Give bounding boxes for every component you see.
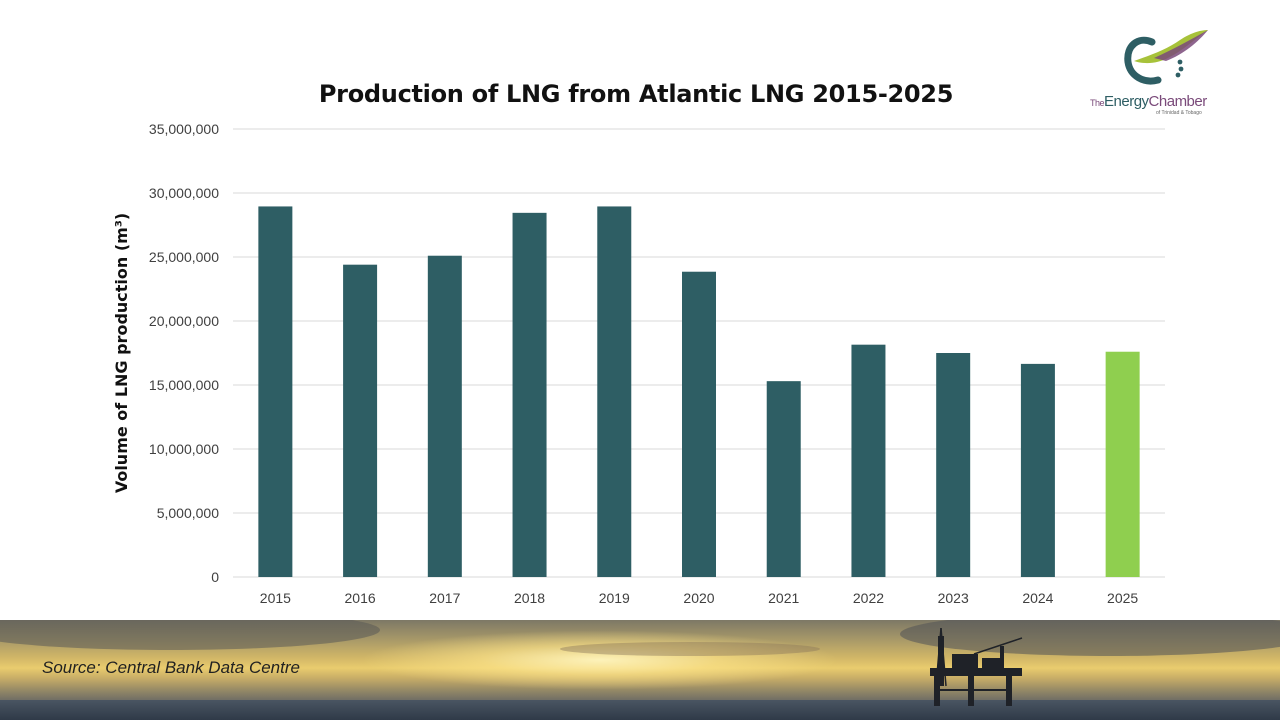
bar-2021 xyxy=(766,381,801,577)
y-tick-label: 10,000,000 xyxy=(149,441,219,457)
source-note: Source: Central Bank Data Centre xyxy=(42,658,300,677)
y-tick-label: 20,000,000 xyxy=(149,313,219,329)
bar-chart: 0 5,000,000 10,000,000 15,000,000 20,000,000… xyxy=(112,121,1165,606)
x-tick-label: 2019 xyxy=(599,590,630,606)
y-axis-ticks: 0 5,000,000 10,000,000 15,000,000 20,000,000… xyxy=(149,121,219,585)
y-tick-label: 5,000,000 xyxy=(157,505,219,521)
x-tick-label: 2016 xyxy=(345,590,376,606)
logo-the: The xyxy=(1090,98,1105,108)
y-tick-label: 30,000,000 xyxy=(149,185,219,201)
logo-chamber: Chamber xyxy=(1148,93,1208,110)
y-tick-label: 25,000,000 xyxy=(149,249,219,265)
bar-2016 xyxy=(343,264,378,577)
y-tick-label: 15,000,000 xyxy=(149,377,219,393)
logo-subtitle: of Trinidad & Tobago xyxy=(1156,110,1202,116)
logo-wordmark: TheEnergyChamber xyxy=(1090,93,1207,110)
y-tick-label: 0 xyxy=(211,569,219,585)
x-axis-ticks: 2015 2016 2017 2018 2019 2020 2021 2022 2023 2024… xyxy=(260,590,1139,606)
x-tick-label: 2025 xyxy=(1107,590,1138,606)
y-axis-label: Volume of LNG production (m³) xyxy=(112,213,131,493)
bars xyxy=(258,206,1140,577)
bar-2020 xyxy=(682,271,716,577)
x-tick-label: 2024 xyxy=(1022,590,1053,606)
bar-2019 xyxy=(597,206,632,577)
oil-rig-icon xyxy=(930,628,1023,706)
x-tick-label: 2015 xyxy=(260,590,291,606)
bar-2022 xyxy=(851,344,886,577)
bar-2018 xyxy=(512,212,547,577)
x-tick-label: 2018 xyxy=(514,590,545,606)
x-tick-label: 2020 xyxy=(683,590,714,606)
chart-title: Production of LNG from Atlantic LNG 2015… xyxy=(318,80,954,108)
bar-2015 xyxy=(258,206,293,577)
sunset-banner xyxy=(0,620,1280,720)
logo-energy: Energy xyxy=(1104,93,1149,110)
bar-2024 xyxy=(1020,363,1055,577)
x-tick-label: 2022 xyxy=(853,590,884,606)
x-tick-label: 2023 xyxy=(938,590,969,606)
bar-2023 xyxy=(936,353,971,577)
bar-2025 xyxy=(1105,351,1140,577)
energy-chamber-logo-icon xyxy=(1124,30,1208,85)
y-tick-label: 35,000,000 xyxy=(149,121,219,137)
bar-2017 xyxy=(427,255,462,577)
x-tick-label: 2021 xyxy=(768,590,799,606)
x-tick-label: 2017 xyxy=(429,590,460,606)
